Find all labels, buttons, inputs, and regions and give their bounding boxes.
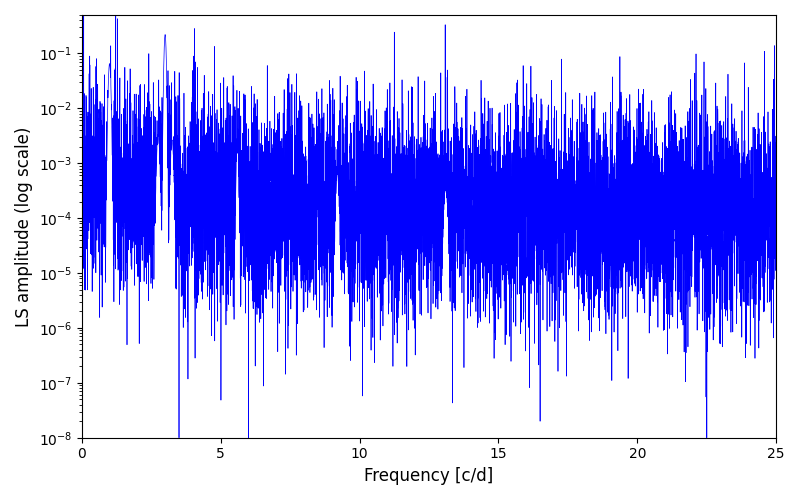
X-axis label: Frequency [c/d]: Frequency [c/d] [364,467,494,485]
Y-axis label: LS amplitude (log scale): LS amplitude (log scale) [15,126,33,326]
